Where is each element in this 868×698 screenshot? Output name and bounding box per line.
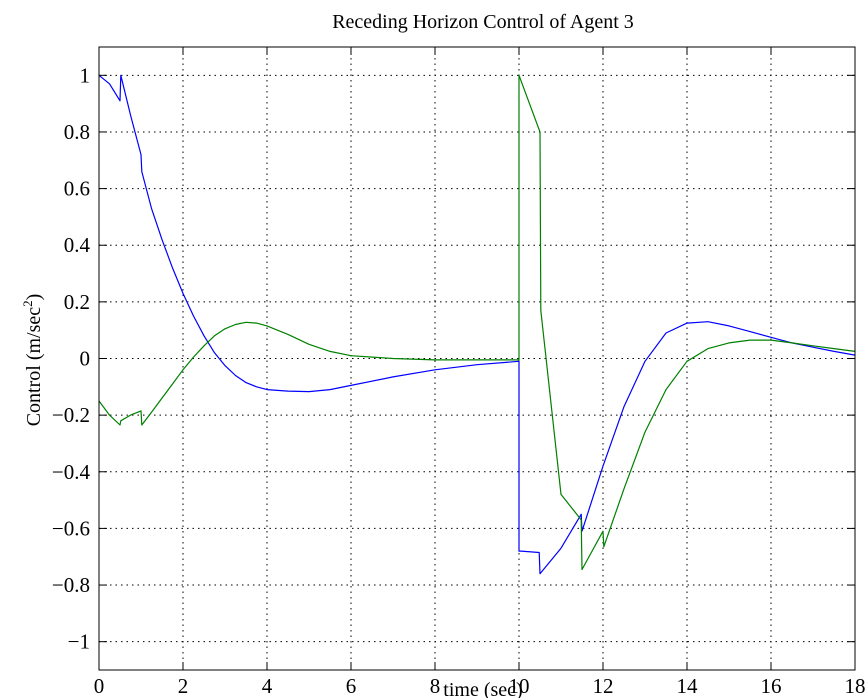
x-tick-label: 2 [178,674,189,698]
y-tick-label: 1 [80,63,91,87]
y-tick-label: 0.4 [64,233,91,257]
y-axis-label-suffix: ) [23,294,45,301]
x-tick-label: 14 [677,674,699,698]
y-tick-label: 0 [80,347,91,371]
y-tick-label: 0.8 [64,120,90,144]
x-tick-label: 0 [94,674,105,698]
y-tick-label: −0.6 [52,516,90,540]
y-tick-label: −0.8 [52,573,90,597]
chart-title: Receding Horizon Control of Agent 3 [332,11,634,33]
y-tick-label: −0.2 [52,403,90,427]
x-axis-label: time (sec) [443,679,522,698]
plot-area-frame [98,46,856,671]
y-axis-label: Control (m/sec2) [20,294,45,427]
series-line-2 [98,74,856,571]
axis-ticks: 0 2 4 6 8 10 12 14 16 18 1 0.8 0.6 0.4 0.2 0 −0.2 −0.4 −0.… [52,47,866,698]
y-tick-label: 0.2 [64,290,90,314]
x-tick-label: 6 [346,674,357,698]
x-tick-label: 18 [845,674,866,698]
x-tick-label: 16 [761,674,782,698]
x-tick-label: 10 [509,674,530,698]
x-tick-label: 8 [430,674,441,698]
series-line-1 [98,74,856,575]
grid-lines [99,47,855,670]
y-axis-label-text: Control (m/sec [23,307,45,427]
x-tick-label: 12 [593,674,614,698]
y-axis-label-superscript: 2 [20,300,35,307]
y-tick-label: 0.6 [64,177,90,201]
y-tick-label: −1 [68,630,90,654]
x-tick-label: 4 [262,674,273,698]
data-series [98,74,856,575]
y-tick-label: −0.4 [52,460,91,484]
